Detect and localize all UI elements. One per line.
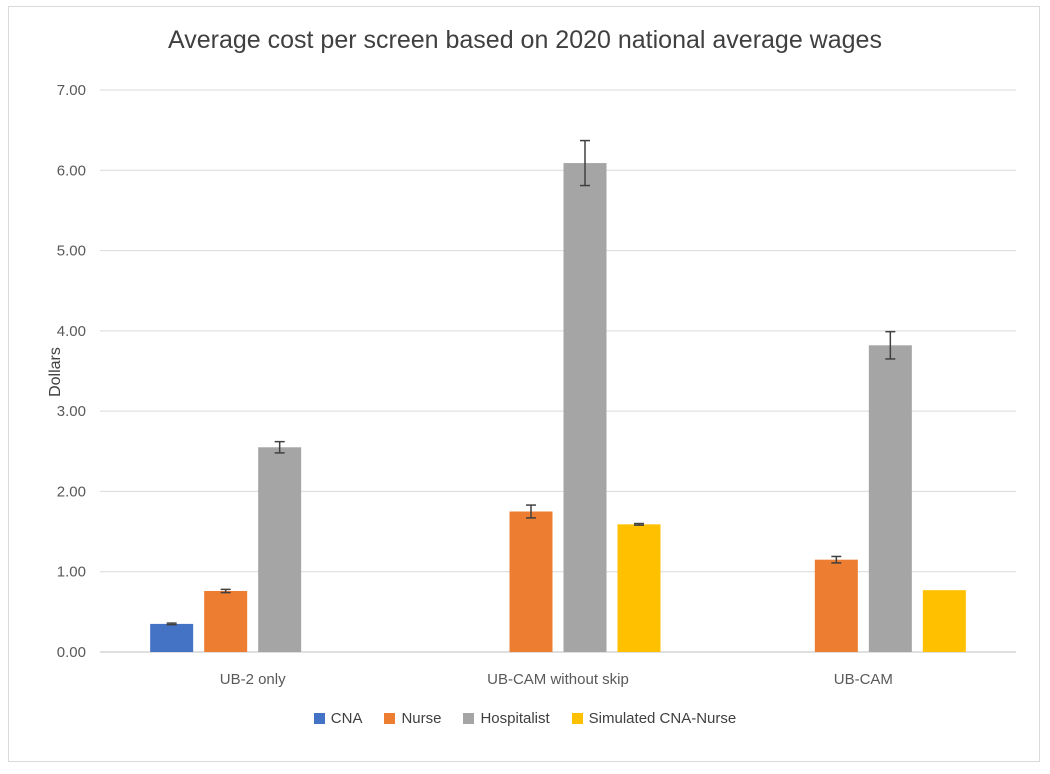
legend-swatch — [384, 713, 396, 724]
chart-title: Average cost per screen based on 2020 na… — [168, 26, 882, 54]
bar-hospitalist — [563, 163, 607, 652]
x-tick-label: UB-CAM without skip — [487, 671, 629, 688]
bar-nurse — [814, 559, 858, 652]
legend-swatch — [463, 713, 475, 724]
bar-simulated-cna-nurse — [922, 590, 966, 652]
legend-swatch — [313, 713, 325, 724]
y-tick-label: 0.00 — [57, 644, 86, 661]
legend-item: Simulated CNA-Nurse — [571, 710, 737, 727]
legend-label: Hospitalist — [480, 710, 550, 727]
bar-simulated-cna-nurse — [617, 524, 661, 652]
legend-item: Nurse — [384, 710, 441, 727]
bar-nurse — [204, 590, 248, 652]
legend-label: Simulated CNA-Nurse — [588, 710, 737, 727]
legend: CNA Nurse Hospitalist Simulated CNA-Nurse — [0, 710, 1050, 727]
legend-swatch — [571, 713, 583, 724]
y-tick-label: 3.00 — [57, 403, 86, 420]
legend-label: CNA — [330, 710, 363, 727]
y-tick-label: 1.00 — [57, 564, 86, 581]
bar-nurse — [509, 511, 553, 652]
y-tick-label: 5.00 — [57, 243, 86, 260]
bar-cna — [150, 623, 194, 652]
y-tick-label: 6.00 — [57, 162, 86, 179]
y-tick-label: 4.00 — [57, 323, 86, 340]
legend-item: CNA — [313, 710, 363, 727]
bar-hospitalist — [868, 345, 912, 652]
bar-hospitalist — [258, 447, 302, 652]
legend-item: Hospitalist — [463, 710, 550, 727]
x-tick-label: UB-2 only — [220, 671, 286, 688]
x-tick-label: UB-CAM — [834, 671, 893, 688]
y-tick-label: 2.00 — [57, 483, 86, 500]
y-tick-label: 7.00 — [57, 82, 86, 99]
legend-label: Nurse — [401, 710, 442, 727]
